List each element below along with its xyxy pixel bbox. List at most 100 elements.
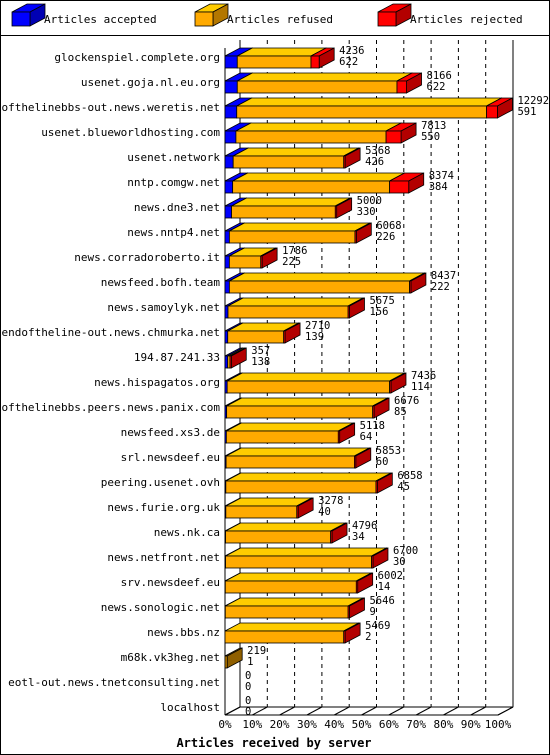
server-label: news.sonologic.net [101,601,220,614]
server-label: usenet.blueworldhosting.com [41,126,220,139]
legend-swatch [11,3,46,27]
bar-total-label: 1786 [282,245,307,257]
x-tick-label: 70% [406,718,426,731]
bar-refused [226,397,389,419]
bar-accepted-label: 156 [369,306,388,318]
legend-label: Articles accepted [44,13,157,26]
bar-rejected [372,397,390,419]
x-tick-label: 20% [270,718,290,731]
bar-accepted-label: 138 [251,356,270,368]
bar-total-label: 2710 [305,320,330,332]
bar-total-label: 5646 [369,595,394,607]
bar-accepted-label: 384 [429,181,448,193]
server-label: news.hispagatos.org [94,376,220,389]
floor-tick [443,706,459,716]
bar-total-label: 219 [247,645,266,657]
server-label: srl.newsdeef.eu [121,451,220,464]
server-label: news.bbs.nz [147,626,220,639]
bar-accepted-label: 30 [393,556,406,568]
legend-label: Articles rejected [410,13,523,26]
bar-accepted-label: 1 [247,656,253,668]
server-label: srv.newsdeef.eu [121,576,220,589]
legend: Articles accepted Articles refused Article… [11,3,523,27]
server-label: news.netfront.net [107,551,220,564]
bar-total-label: 6068 [376,220,401,232]
bar-total-label: 5675 [369,295,394,307]
bar-refused [228,222,371,244]
server-label: localhost [160,701,220,714]
bar-refused [228,272,425,294]
floor-tick [224,706,241,716]
bar-total-label: 12292 [517,95,549,107]
bar-refused [231,197,351,219]
bar-accepted-label: 139 [305,331,324,343]
bar-accepted-label: 14 [378,581,391,593]
bar-accepted-label: 426 [365,156,384,168]
x-tick-label: 90% [461,718,481,731]
server-label: newsfeed.xs3.de [121,426,220,439]
bar-total-label: 7813 [421,120,446,132]
server-label: eotl-out.news.tnetconsulting.net [8,676,220,689]
bar-rejected [343,622,361,644]
server-label: news.samoylyk.net [107,301,220,314]
floor-tick [252,706,268,716]
bar-refused [224,647,243,669]
bar-accepted-label: 64 [360,431,373,443]
x-tick-label: 100% [485,718,512,731]
bar-accepted-label: 60 [376,456,389,468]
server-label: nntp.comgw.net [127,176,220,189]
bar-accepted-label: 225 [282,256,301,268]
bar-rejected [283,322,301,344]
bar-accepted-label: 2 [365,631,371,643]
legend-label: Articles refused [227,13,333,26]
bar-accepted-label: 45 [397,481,410,493]
legend-swatch [377,3,412,27]
bar-rejected [389,372,407,394]
bar-total-label: 8166 [427,70,452,82]
bar-rejected [375,472,393,494]
bar-total-label: 5469 [365,620,390,632]
floor-tick [470,706,486,716]
bar-rejected [396,72,422,94]
server-label: usenet.network [127,151,220,164]
bar-total-label: 0 [245,695,251,707]
server-label: news.corradoroberto.it [74,251,220,264]
bar-rejected [486,97,513,119]
bar-refused [232,172,406,194]
bar-rejected [354,447,372,469]
server-label: m68k.vk3heg.net [121,651,220,664]
server-label: news.furie.org.uk [107,501,220,514]
server-label: newsfeed.bofh.team [101,276,221,289]
bar-rejected [347,297,365,319]
bar-refused [224,597,364,619]
server-label: news.nntp4.net [127,226,220,239]
bar-accepted-label: 330 [357,206,376,218]
bar-accepted-label: 34 [352,531,365,543]
legend-item-1: Articles accepted [11,3,157,27]
bar-refused [224,622,360,644]
server-labels: glockenspiel.complete.org usenet.goja.nl.… [0,51,220,714]
bar-total-label: 5118 [360,420,385,432]
legend-item-3: Articles rejected [377,3,523,27]
bar-total-label: 5368 [365,145,390,157]
bar-rejected [296,497,314,519]
bar-total-label: 6676 [394,395,419,407]
x-axis-ticks: 0% 10% 20% 30% 40% 50% 60% 70% 80% 90% 100% [218,718,511,731]
server-label: news.dne3.net [134,201,220,214]
x-tick-label: 30% [297,718,317,731]
bar-rejected [229,347,247,369]
